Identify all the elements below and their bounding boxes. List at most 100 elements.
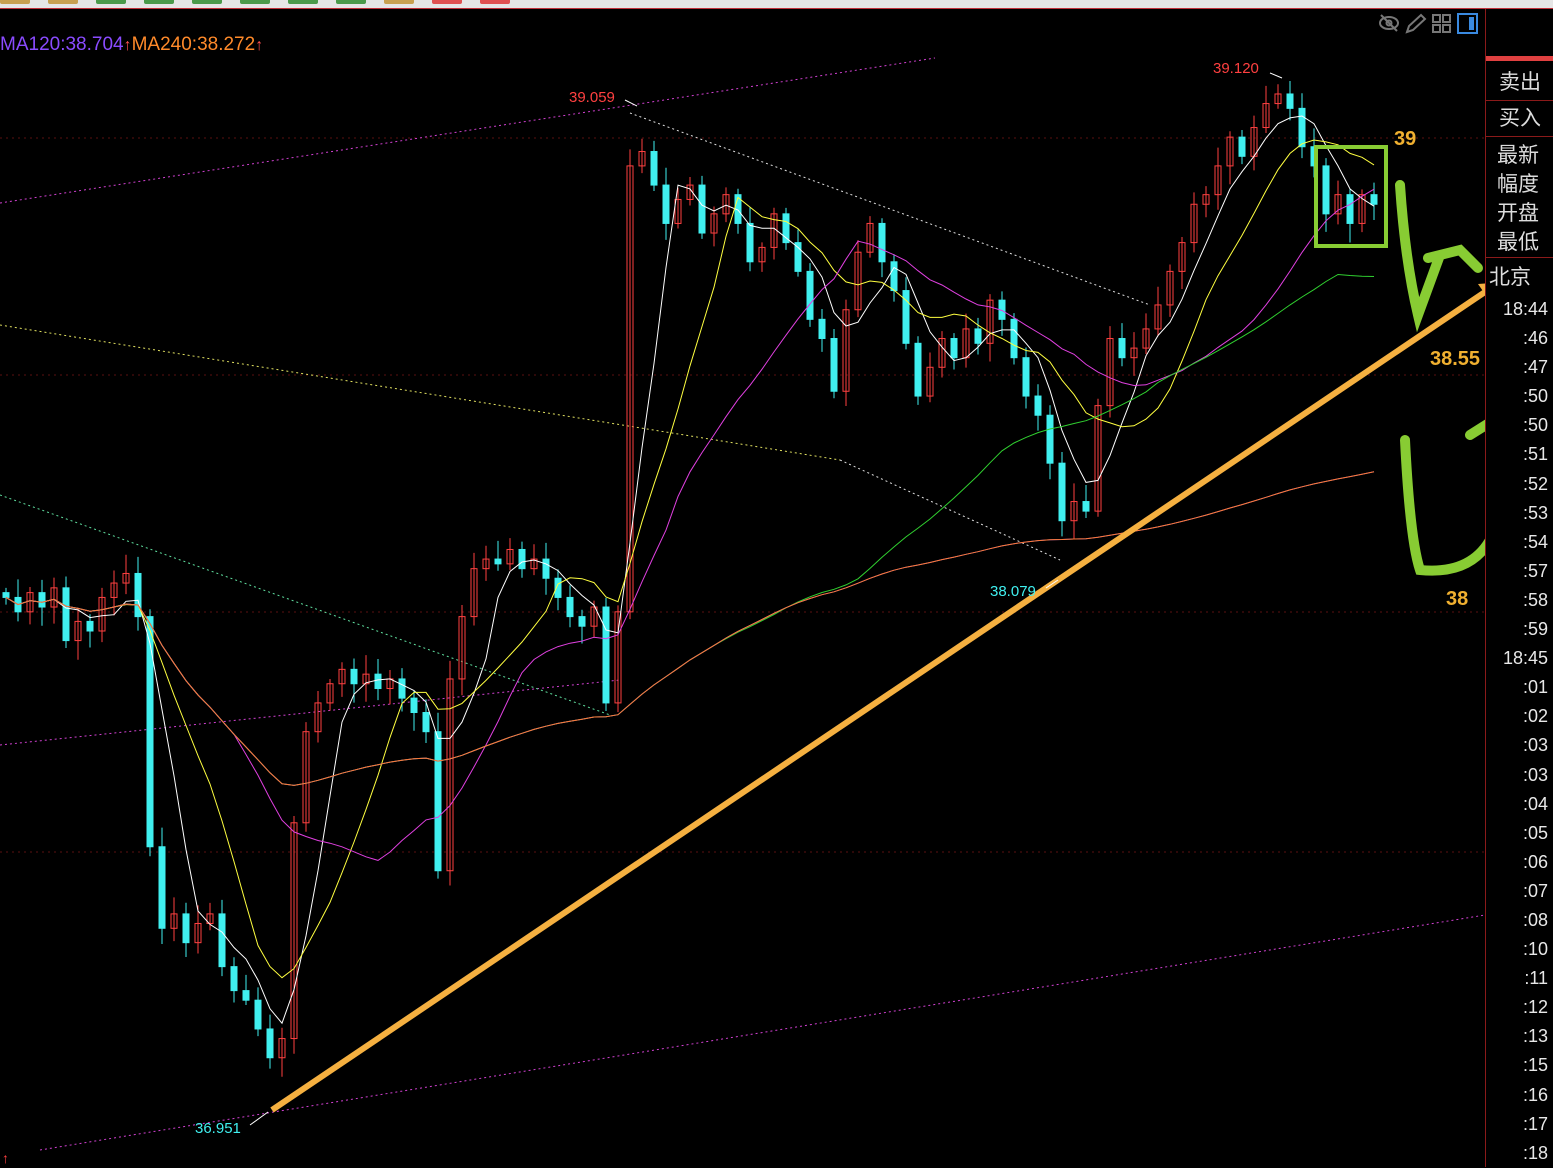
candle-down [434,731,442,872]
candle-down [542,558,550,579]
toolbar-tab[interactable] [288,0,318,4]
orange-trend-arrow [270,288,1485,1113]
price-label-high-right: 39.120 [1213,60,1259,77]
candle-down [494,558,502,565]
candle-up [1202,194,1210,205]
up-arrow-icon: ↑ [123,37,132,54]
time-label: :18 [1522,1142,1548,1163]
candle-up [590,606,598,627]
toolbar-tab[interactable] [432,0,462,4]
candle-up [614,611,622,704]
candle-up [1106,338,1114,407]
sell-button[interactable]: 卖出 [1486,65,1553,101]
candle-down [602,606,610,704]
green-arrow-icon [1400,419,1485,576]
channel-line-lower [39,914,1485,1151]
candle-down [1370,194,1378,205]
time-label: :10 [1522,939,1548,960]
time-label: :11 [1524,968,1548,989]
candle-up [722,194,730,215]
candle-up [1190,203,1198,244]
grid-icon[interactable] [1432,14,1451,33]
eye-off-icon[interactable] [1379,14,1399,32]
candle-down [554,577,562,598]
toolbar-tab[interactable] [240,0,270,4]
time-label: 18:44 [1502,299,1548,319]
candle-up [866,222,874,253]
candle-up [674,198,682,224]
trend-line-yellow [0,324,841,461]
candle-up [314,702,322,733]
toolbar-tab[interactable] [480,0,510,4]
buy-button[interactable]: 买入 [1486,101,1553,137]
candle-down [62,587,70,642]
candle-up [98,596,106,632]
time-label: :05 [1522,822,1548,843]
toolbar-tab[interactable] [48,0,78,4]
time-label: :57 [1522,560,1548,581]
candle-down [38,592,46,608]
panel-icon[interactable] [1457,13,1478,34]
candle-down [182,913,190,944]
candle-up [1274,93,1282,105]
candle-down [566,596,574,618]
ma-legend: MA120:38.704↑MA240:38.272↑ [0,34,263,56]
time-label: :07 [1522,880,1548,901]
level-38-label: 38 [1446,588,1469,610]
candle-down [890,261,898,292]
candle-down [2,592,10,598]
toolbar-tab[interactable] [144,0,174,4]
candle-up [842,309,850,392]
toolbar-tab[interactable] [192,0,222,4]
candle-up [470,568,478,618]
candle-down [1286,93,1294,109]
pencil-icon[interactable] [1405,13,1427,34]
label-pointer [624,99,638,107]
toolbar-tab[interactable] [384,0,414,4]
candle-up [302,731,310,824]
candle-down [398,678,406,699]
candle-down [254,999,262,1030]
candle-down [782,213,790,244]
candle-up [194,922,202,944]
candle-down [746,222,754,263]
candle-down [350,668,358,685]
candle-up [206,913,214,924]
candle-up [1154,304,1162,330]
green-highlight-box [1314,145,1388,248]
candle-up [1214,165,1222,196]
candle-up [1226,136,1234,167]
candle-down [662,184,670,224]
toolbar-tab[interactable] [96,0,126,4]
candle-up [122,572,130,584]
candle-up [1130,347,1138,359]
field-low: 最低 [1497,231,1539,254]
candle-up [446,678,454,872]
toolbar-tab[interactable] [0,0,30,4]
candle-up [938,338,946,368]
time-label: :46 [1522,328,1548,349]
candle-up [710,213,718,234]
toolbar-tab[interactable] [336,0,366,4]
candle-up [530,558,538,570]
label-pointer [249,1111,269,1126]
candle-down [1058,462,1066,522]
candle-up [626,165,634,613]
candle-up [338,668,346,685]
candle-up [482,558,490,570]
candle-down [266,1028,274,1059]
time-label: :13 [1522,1026,1548,1047]
candle-up [1142,328,1150,349]
ma240-value: MA240:38.272 [131,34,256,55]
time-label: :01 [1522,677,1548,698]
candle-down [1118,338,1126,359]
candle-up [1166,270,1174,306]
candle-up [854,251,862,311]
price-label-high-left: 39.059 [569,89,615,106]
candle-up [1094,405,1102,512]
candle-up [362,673,370,685]
field-change: 幅度 [1497,173,1539,196]
chart-tools [1378,12,1482,34]
trend-line-cyan [0,494,611,716]
ma-line-ma240 [5,471,1375,786]
